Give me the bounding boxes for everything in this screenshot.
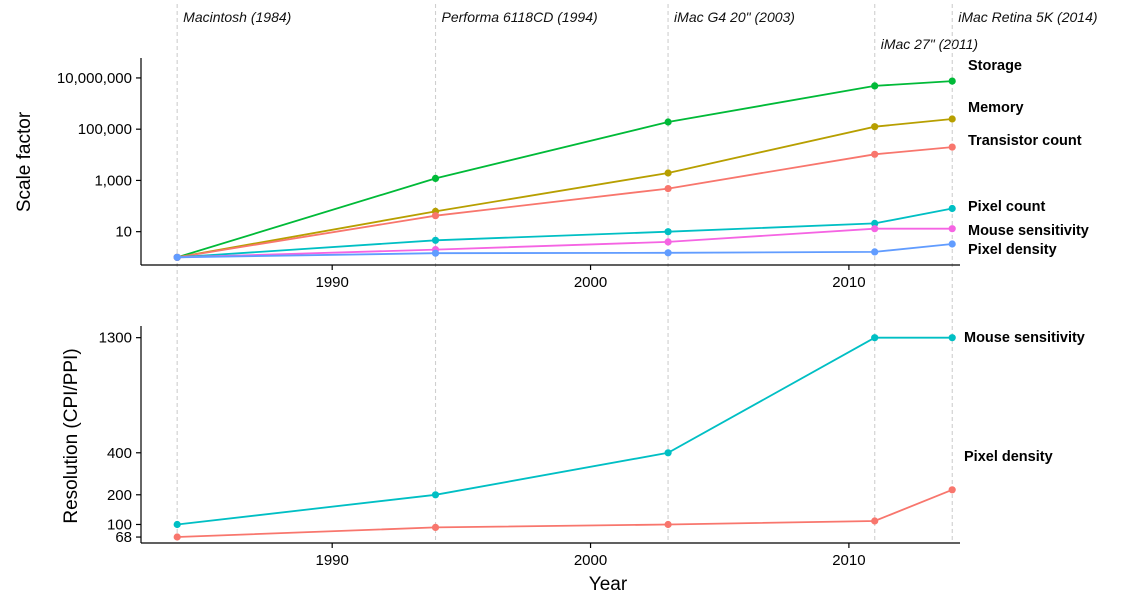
- y-tick-label: 400: [107, 445, 132, 462]
- series-line-transistor-count: [177, 146, 953, 259]
- x-tick-label: 2010: [832, 274, 865, 291]
- series-line-pixel-count: [177, 207, 953, 259]
- data-point-mouse-sensitivity-1984: [173, 520, 181, 529]
- data-point-transistor-count-1994: [431, 212, 440, 220]
- series-line-memory: [177, 118, 953, 259]
- data-point-pixel-density-1994: [431, 523, 440, 532]
- data-point-mouse-sensitivity-2011: [871, 225, 879, 233]
- data-point-mouse-sensitivity-2003: [664, 449, 672, 457]
- series-label-memory: Memory: [968, 100, 1024, 116]
- chart-panels: 10 1,000 100,000 10,000,000 1990 2000 2010 Scal…: [14, 58, 1089, 569]
- data-point-transistor-count-2014: [948, 143, 956, 151]
- event-label-2011: iMac 27" (2011): [881, 36, 978, 52]
- data-point-pixel-count-2003: [664, 228, 672, 236]
- y-tick-label: 68: [115, 529, 132, 546]
- series-line-mouse-sensitivity: [177, 336, 953, 526]
- series-label-pixel-density: Pixel density: [964, 449, 1053, 465]
- x-tick-label: 2000: [574, 552, 607, 569]
- event-label-1994: Performa 6118CD (1994): [442, 9, 598, 25]
- data-point-pixel-density-2014: [948, 240, 956, 248]
- series-pixel-count: Pixel count: [173, 199, 1046, 261]
- data-point-memory-2003: [664, 169, 672, 177]
- series-label-storage: Storage: [968, 58, 1022, 74]
- data-point-memory-2011: [871, 123, 879, 131]
- event-label-1984: Macintosh (1984): [183, 9, 291, 25]
- series-label-pixel-density: Pixel density: [968, 242, 1057, 258]
- data-point-storage-2014: [948, 77, 956, 85]
- data-point-mouse-sensitivity-2014: [948, 225, 956, 233]
- x-tick-label: 2010: [832, 552, 865, 569]
- data-point-pixel-density-2003: [664, 520, 672, 529]
- series-label-mouse-sensitivity: Mouse sensitivity: [964, 330, 1085, 346]
- series-line-pixel-density: [177, 488, 953, 538]
- series-label-pixel-count: Pixel count: [968, 199, 1046, 215]
- data-point-pixel-density-2011: [871, 517, 879, 525]
- panel-scale-factor: 10 1,000 100,000 10,000,000 1990 2000 2010 Scal…: [14, 58, 1089, 291]
- y-axis-title: Resolution (CPI/PPI): [61, 348, 82, 523]
- x-axis-title: Year: [589, 574, 628, 595]
- y-tick-label: 10,000,000: [57, 70, 132, 87]
- data-point-storage-1994: [431, 174, 440, 182]
- series-label-transistor-count: Transistor count: [968, 133, 1082, 149]
- series-storage: Storage: [173, 58, 1022, 261]
- data-point-pixel-density-2011: [871, 248, 879, 256]
- x-tick-label: 2000: [574, 274, 607, 291]
- series-mouse-sensitivity: Mouse sensitivity: [173, 330, 1085, 529]
- data-point-pixel-density-2003: [664, 249, 672, 257]
- data-point-mouse-sensitivity-2011: [871, 334, 879, 342]
- x-tick-label: 1990: [315, 552, 348, 569]
- series-transistor-count: Transistor count: [173, 133, 1082, 261]
- data-point-pixel-count-2014: [948, 204, 956, 213]
- data-point-storage-2011: [871, 82, 879, 90]
- data-point-pixel-count-2011: [871, 219, 879, 227]
- event-label-2003: iMac G4 20" (2003): [674, 9, 795, 25]
- series-pixel-density: Pixel density: [173, 449, 1053, 541]
- data-point-pixel-count-1994: [431, 236, 440, 244]
- data-point-pixel-density-1984: [173, 253, 181, 261]
- data-point-storage-2003: [664, 118, 672, 126]
- y-tick-label: 100: [107, 516, 132, 533]
- series-label-mouse-sensitivity: Mouse sensitivity: [968, 223, 1089, 239]
- y-tick-label: 100,000: [78, 121, 132, 138]
- data-point-pixel-density-2014: [948, 486, 956, 494]
- series-pixel-density: Pixel density: [173, 240, 1057, 261]
- y-axis-title: Scale factor: [14, 111, 35, 212]
- data-point-pixel-density-1984: [173, 533, 181, 541]
- data-point-mouse-sensitivity-1994: [431, 491, 440, 499]
- y-tick-label: 10: [115, 224, 132, 241]
- data-point-transistor-count-2003: [664, 185, 672, 193]
- data-point-mouse-sensitivity-2003: [664, 238, 672, 246]
- y-tick-label: 200: [107, 487, 132, 504]
- y-tick-label: 1,000: [94, 172, 132, 189]
- data-point-pixel-density-1994: [431, 249, 440, 257]
- y-tick-label: 1300: [99, 330, 132, 347]
- data-point-mouse-sensitivity-2014: [948, 334, 956, 342]
- x-tick-label: 1990: [315, 274, 348, 291]
- event-label-2014: iMac Retina 5K (2014): [958, 9, 1097, 25]
- data-point-memory-2014: [948, 115, 956, 123]
- data-point-transistor-count-2011: [871, 150, 879, 158]
